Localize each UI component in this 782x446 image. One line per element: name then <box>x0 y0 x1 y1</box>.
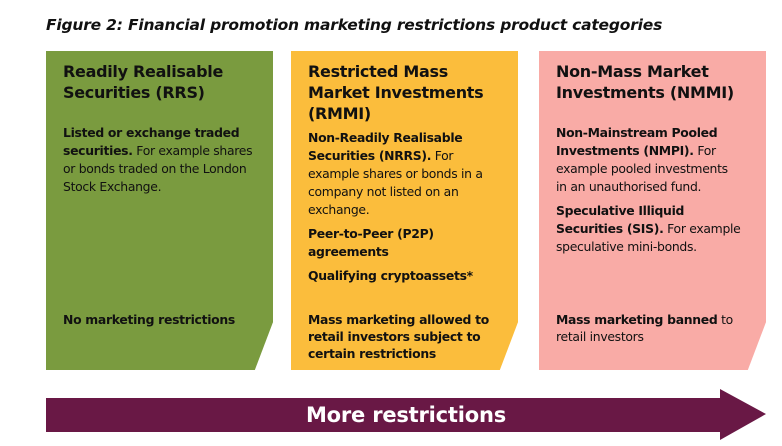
category-box-rrs: Readily Realisable Securities (RRS) List… <box>46 51 273 370</box>
category-footer-rrs: No marketing restrictions <box>63 311 235 328</box>
category-item: Non-Readily Realisable Securities (NRRS)… <box>308 129 506 219</box>
item-text: For example speculative mini-bonds. <box>556 221 741 254</box>
footer-text: to retail investors <box>556 312 733 344</box>
category-footer-nmmi: Mass marketing banned to retail investor… <box>556 311 756 345</box>
category-description-rmmi: Non-Readily Realisable Securities (NRRS)… <box>308 129 506 285</box>
item-term: Listed or exchange traded securities. <box>63 125 240 158</box>
item-term: Non-Mainstream Pooled Investments (NMPI)… <box>556 125 718 158</box>
category-footer-rmmi: Mass marketing allowed to retail investo… <box>308 311 508 362</box>
category-item: Qualifying cryptoassets* <box>308 267 506 285</box>
footer-bold: Mass marketing allowed to retail investo… <box>308 312 489 361</box>
footer-bold: Mass marketing banned <box>556 312 718 327</box>
category-item: Peer-to-Peer (P2P) agreements <box>308 225 458 261</box>
category-heading-rmmi: Restricted Mass Market Investments (RMMI… <box>308 62 484 123</box>
item-term: Qualifying cryptoassets* <box>308 268 473 283</box>
item-term: Peer-to-Peer (P2P) agreements <box>308 226 434 259</box>
item-text: For example shares or bonds traded on th… <box>63 143 253 194</box>
category-description-nmmi: Non-Mainstream Pooled Investments (NMPI)… <box>556 124 754 256</box>
item-text: For example shares or bonds in a company… <box>308 148 483 217</box>
category-item: Listed or exchange traded securities. Fo… <box>63 124 261 196</box>
category-item: Speculative Illiquid Securities (SIS). F… <box>556 202 754 256</box>
footer-bold: No marketing restrictions <box>63 312 235 327</box>
item-term: Non-Readily Realisable Securities (NRRS)… <box>308 130 463 163</box>
category-box-nmmi: Non-Mass Market Investments (NMMI) Non-M… <box>539 51 766 370</box>
right-arrow-icon <box>46 389 766 440</box>
item-term: Speculative Illiquid Securities (SIS). <box>556 203 685 236</box>
category-heading-rrs: Readily Realisable Securities (RRS) <box>63 62 224 102</box>
category-box-rmmi: Restricted Mass Market Investments (RMMI… <box>291 51 518 370</box>
category-heading-nmmi: Non-Mass Market Investments (NMMI) <box>556 62 734 102</box>
figure-title: Figure 2: Financial promotion marketing … <box>46 16 663 34</box>
category-description-rrs: Listed or exchange traded securities. Fo… <box>63 124 261 196</box>
category-item: Non-Mainstream Pooled Investments (NMPI)… <box>556 124 736 196</box>
item-text: For example pooled investments in an una… <box>556 143 728 194</box>
arrow-label: More restrictions <box>305 403 507 427</box>
